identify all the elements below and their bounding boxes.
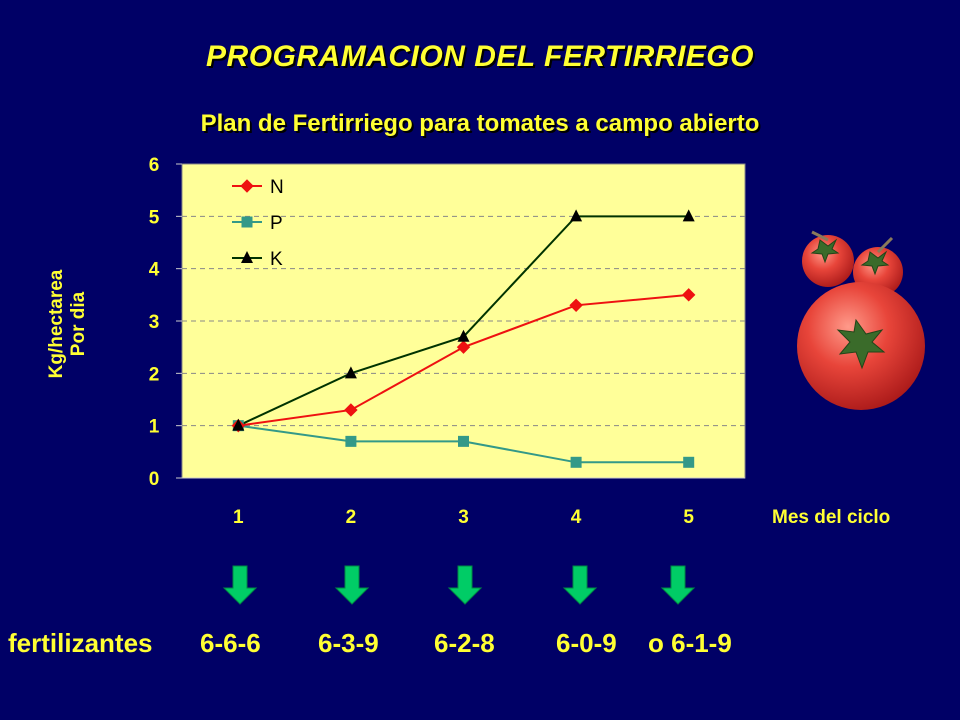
point-N (344, 403, 358, 417)
y-axis-title-line: Kg/hectarea (46, 269, 67, 378)
point-P (683, 456, 695, 468)
fertilizer-month-2: 6-3-9 (318, 628, 379, 658)
y-tick-label: 0 (149, 469, 160, 490)
y-axis-title-line: Por dia (68, 291, 89, 356)
point-P (345, 435, 357, 447)
y-tick-label: 4 (149, 260, 160, 281)
y-tick-label: 5 (149, 207, 160, 228)
point-N (456, 340, 471, 354)
x-tick-label: 5 (683, 507, 694, 528)
down-arrow-icon (447, 565, 483, 605)
y-tick-label: 1 (149, 417, 160, 438)
x-tick-label: 4 (571, 507, 582, 528)
down-arrow-icon (660, 565, 696, 605)
down-arrow-icon (222, 565, 258, 605)
legend-marker-K (241, 251, 253, 263)
fertilizer-month-5: o 6-1-9 (648, 628, 732, 658)
point-K (457, 329, 470, 342)
page-subtitle: Plan de Fertirriego para tomates a campo… (200, 110, 760, 137)
x-tick-label: 3 (458, 507, 469, 528)
fertilizer-month-4: 6-0-9 (556, 628, 617, 658)
x-tick-label: 1 (233, 507, 244, 528)
point-P (570, 456, 582, 468)
down-arrow-icon (334, 565, 370, 605)
down-arrow-icon (562, 565, 598, 605)
legend-label: N (270, 177, 284, 198)
legend-marker-N (240, 179, 254, 193)
legend-label: P (270, 213, 283, 234)
y-tick-label: 6 (149, 155, 160, 176)
fertilizers-label: fertilizantes (8, 628, 153, 658)
tomato-icon (797, 230, 925, 410)
y-axis-title: Kg/hectareaPor dia (46, 269, 89, 378)
x-axis-title: Mes del ciclo (772, 507, 891, 528)
point-K (682, 209, 695, 222)
point-K (232, 418, 245, 431)
point-N (681, 288, 696, 302)
fertilizer-month-1: 6-6-6 (200, 628, 261, 658)
legend-marker-P (241, 216, 253, 228)
point-N (569, 298, 583, 313)
y-tick-label: 2 (149, 364, 160, 385)
x-tick-label: 2 (346, 507, 357, 528)
y-tick-label: 3 (149, 312, 160, 333)
point-K (570, 209, 583, 222)
point-K (344, 366, 357, 379)
page-title: PROGRAMACION DEL FERTIRRIEGO (206, 40, 754, 73)
point-P (458, 435, 469, 447)
fertilizer-month-3: 6-2-8 (434, 628, 495, 658)
legend-label: K (270, 249, 283, 270)
